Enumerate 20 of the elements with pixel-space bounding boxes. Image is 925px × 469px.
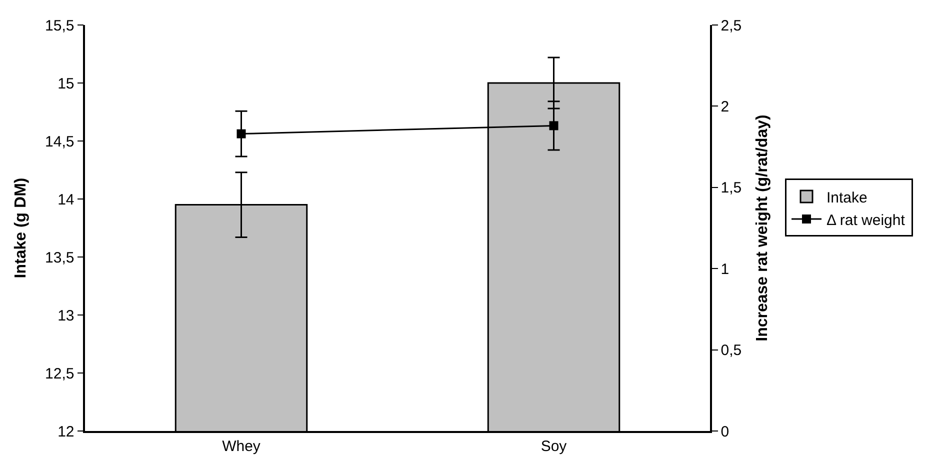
y-tick-label: 15,5 xyxy=(45,17,74,34)
y-tick-label: 14 xyxy=(58,191,74,208)
y2-tick-label: 2,5 xyxy=(720,17,742,34)
y-tick-label: 14,5 xyxy=(45,133,74,150)
y-tick-label: 12 xyxy=(58,423,74,440)
legend-label: Intake xyxy=(826,189,868,206)
y-tick-label: 13,5 xyxy=(45,249,74,266)
y-tick-label: 15 xyxy=(58,75,74,92)
x-tick-label: Soy xyxy=(540,438,568,455)
y-tick-label: 13 xyxy=(58,307,74,324)
x-tick-label: Whey xyxy=(222,438,261,455)
y-tick-label: 12,5 xyxy=(45,365,74,382)
y2-tick-label: 0,5 xyxy=(720,342,742,360)
legend-label: Δ rat weight xyxy=(826,212,906,229)
y2-axis-title: Increase rat weight (g/rat/day) xyxy=(754,114,771,342)
y2-tick-label: 2 xyxy=(720,98,730,116)
y2-tick-label: 1 xyxy=(720,260,730,278)
y-axis-title: Intake (g DM) xyxy=(12,178,30,278)
y2-tick-label: 0 xyxy=(720,423,730,440)
y2-tick-label: 1,5 xyxy=(720,180,742,197)
